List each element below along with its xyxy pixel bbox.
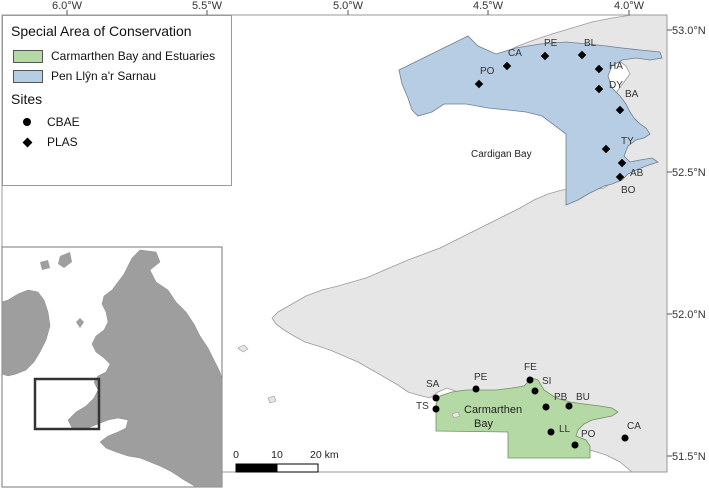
sac-carmarthen-bay [435,377,619,459]
cbae-site-marker [472,385,480,393]
plas-site-marker [502,61,512,71]
plas-site-label: CA [508,48,522,59]
scale-bar: 0 10 20 km [233,449,339,473]
cbae-site-label: CA [627,421,641,432]
cbae-site-label: PO [581,429,596,440]
lon-tick-label: 4.0°W [614,0,645,12]
island-caldey [451,411,461,419]
plas-site-label: AB [630,168,644,179]
island-south [267,395,277,404]
cbae-sites: SA TS PE FE SI PB BU LL PO CA [416,362,641,449]
circle-marker-icon [21,118,33,126]
scale-bar-black-segment [235,463,278,473]
lon-tick-label: 5.5°W [192,0,223,12]
inset-ireland [1,289,51,377]
cbae-site-marker [432,405,440,413]
legend-swatch-pen-llyn [13,69,43,83]
lon-tick-label: 4.5°W [473,0,504,12]
lat-tick-label: 53.0°N [672,25,706,37]
scale-bar-white-segment [276,463,319,473]
plas-site-label: HA [609,61,623,72]
lat-tick-label: 52.0°N [672,309,706,321]
legend-label-cbae: CBAE [47,115,80,129]
cbae-site-marker [571,441,579,449]
carmarthen-bay-label-line2: Bay [474,418,493,430]
cbae-site-marker [526,376,534,384]
cbae-site-label: FE [524,362,537,373]
island-west [237,344,249,353]
inset-map [1,246,223,488]
cbae-site-label: PB [554,392,568,403]
cbae-site-marker [565,402,573,410]
legend-label-plas: PLAS [47,135,78,149]
inset-isle-of-man [76,318,84,328]
cardigan-bay-label: Cardigan Bay [471,149,532,160]
legend-item-pen-llyn: Pen Llŷn a'r Sarnau [11,66,223,86]
lat-tick-label: 52.5°N [672,167,706,179]
legend-item-carmarthen: Carmarthen Bay and Estuaries [11,46,223,66]
lat-tick-label: 51.5°N [672,451,706,463]
lon-tick-label: 6.0°W [52,0,83,12]
cbae-site-label: PE [474,372,488,383]
plas-site-label: PO [480,66,495,77]
cbae-site-marker [531,387,539,395]
lon-ticks: 6.0°W 5.5°W 5.0°W 4.5°W 4.0°W [52,0,645,15]
legend-item-cbae: CBAE [11,112,223,132]
plas-site-label: BA [625,89,639,100]
scale-label-0: 0 [233,449,239,461]
lat-ticks: 53.0°N 52.5°N 52.0°N 51.5°N [667,25,706,463]
cbae-site-label: SI [542,376,551,387]
carmarthen-bay-label-line1: Carmarthen [464,404,522,416]
sac-pen-llyn [398,35,663,206]
legend: Special Area of Conservation Carmarthen … [2,15,232,186]
cbae-site-marker [547,428,555,436]
plas-site-label: PE [544,38,558,49]
legend-label-pen-llyn: Pen Llŷn a'r Sarnau [51,69,157,83]
scale-label-20km: 20 km [310,449,339,461]
cbae-site-label: LL [559,424,571,435]
legend-label-carmarthen: Carmarthen Bay and Estuaries [51,49,216,63]
cbae-site-marker [542,403,550,411]
cbae-site-label: BU [576,392,590,403]
lon-tick-label: 5.0°W [333,0,364,12]
inset-scotland-islands [40,252,72,270]
map-frame [1,14,668,473]
diamond-marker-icon [21,137,33,147]
plas-site-label: BO [621,185,636,196]
cbae-site-marker [432,394,440,402]
plas-site-label: DY [609,80,623,91]
plas-site-label: TY [621,136,634,147]
legend-item-plas: PLAS [11,132,223,152]
inset-study-area-box [33,377,101,431]
legend-sites-title: Sites [11,91,43,107]
cbae-site-marker [621,434,629,442]
inset-great-britain [67,249,223,488]
cbae-site-label: TS [416,401,429,412]
plas-site-marker [474,79,484,89]
cbae-site-label: SA [426,379,440,390]
plas-site-label: BL [584,38,597,49]
legend-sac-title: Special Area of Conservation [11,23,192,39]
scale-label-10: 10 [271,449,283,461]
legend-swatch-carmarthen [13,49,43,63]
